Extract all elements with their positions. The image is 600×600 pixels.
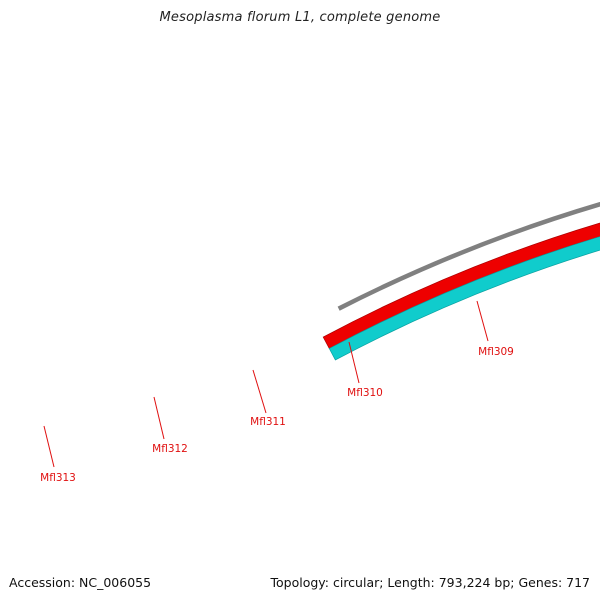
accession-label: Accession: NC_006055 xyxy=(9,575,152,590)
genome-summary: Topology: circular; Length: 793,224 bp; … xyxy=(270,575,591,590)
map-title: Mesoplasma florum L1, complete genome xyxy=(159,10,441,25)
gene-label-mfl311: Mfl311 xyxy=(250,416,286,428)
gene-leader-line xyxy=(43,425,55,468)
gene-label-mfl313: Mfl313 xyxy=(40,472,76,484)
gene-leader-line xyxy=(252,369,267,414)
backbone-line xyxy=(337,202,600,311)
gene-leader-line xyxy=(348,341,360,384)
feature-track xyxy=(322,222,600,361)
gene-label-mfl312: Mfl312 xyxy=(152,443,188,455)
gene-leader-line xyxy=(476,300,489,342)
gene-labels: Mfl309 Mfl310 Mfl311 Mfl312 Mfl313 xyxy=(40,300,514,484)
cds-arrow-red xyxy=(322,222,600,349)
gene-leader-line xyxy=(153,396,165,440)
gene-block-cyan xyxy=(328,236,600,361)
gene-label-mfl309: Mfl309 xyxy=(478,346,514,358)
gene-label-mfl310: Mfl310 xyxy=(347,387,383,399)
backbone xyxy=(337,202,600,311)
